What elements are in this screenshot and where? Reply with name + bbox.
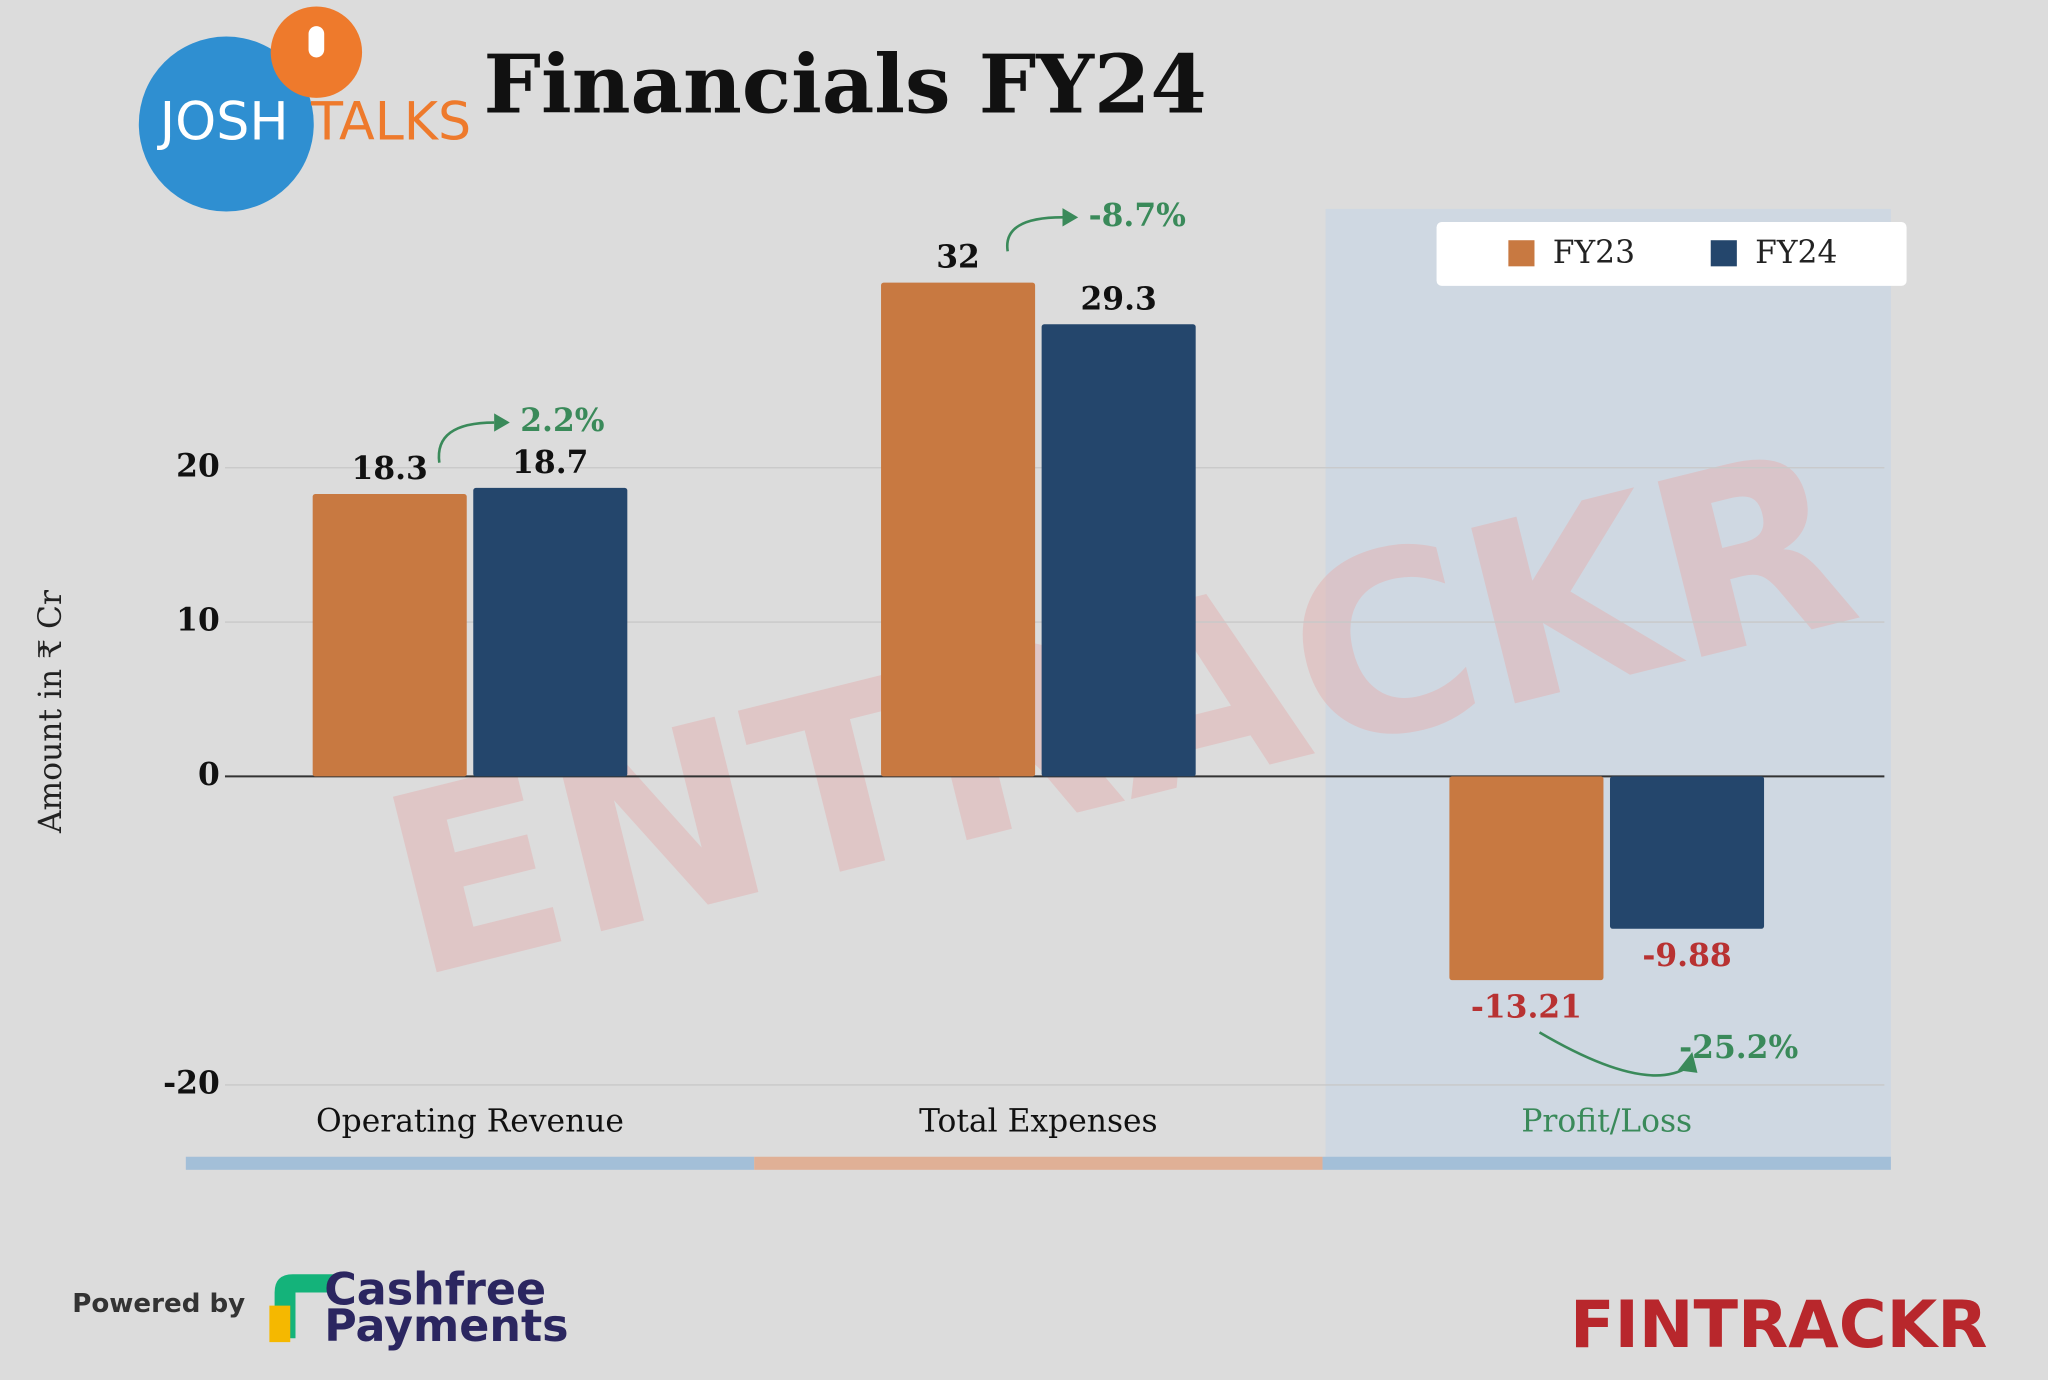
publisher-logo: FINTRACKR (1570, 1287, 1988, 1363)
category-stripe (1322, 1156, 1891, 1170)
y-tick-label: 20 (176, 448, 220, 484)
sponsor-icon (274, 1274, 340, 1339)
legend-box (1436, 221, 1907, 286)
change-annotation: -8.7% (1089, 198, 1186, 234)
y-axis-label: Amount in ₹ Cr (33, 590, 69, 834)
legend-label: FY23 (1553, 235, 1635, 271)
chart-title: Financials FY24 (483, 37, 1206, 132)
arrow-head (1677, 1051, 1698, 1073)
change-arrow (437, 421, 495, 463)
change-arrow (1538, 1031, 1688, 1077)
y-tick-label: 10 (176, 603, 220, 639)
highlight-region (1325, 208, 1891, 1169)
sponsor-text: Cashfree (324, 1265, 546, 1316)
category-stripe (754, 1156, 1323, 1170)
mic-icon (308, 26, 325, 58)
data-label: 32 (936, 240, 980, 276)
logo-text: TALKS (310, 92, 471, 152)
bar (881, 282, 1036, 777)
change-annotation: 2.2% (520, 403, 604, 439)
y-tick-label: -20 (163, 1065, 220, 1101)
change-annotation: -25.2% (1679, 1030, 1798, 1066)
x-tick-label: Profit/Loss (1521, 1103, 1692, 1139)
bar (312, 493, 467, 777)
sponsor-icon (269, 1305, 291, 1343)
arrow-head (494, 413, 510, 432)
change-arrow (1005, 216, 1063, 252)
powered-by: Powered by (72, 1289, 245, 1319)
y-tick-label: 0 (198, 757, 220, 793)
bar (473, 487, 628, 777)
legend-swatch (1710, 240, 1737, 267)
arrow-head (1062, 208, 1079, 227)
legend-label: FY24 (1755, 235, 1837, 271)
bar (1609, 776, 1765, 929)
data-label: 18.3 (352, 451, 428, 487)
legend-swatch (1508, 240, 1535, 267)
bar (1041, 324, 1196, 777)
data-label: 29.3 (1080, 281, 1156, 317)
sponsor-text: Payments (324, 1301, 568, 1352)
data-label: -13.21 (1471, 989, 1582, 1025)
logo-circle (138, 36, 314, 212)
data-label: 18.7 (512, 445, 588, 481)
x-tick-label: Total Expenses (919, 1103, 1158, 1139)
category-stripe (185, 1156, 755, 1170)
bar (1449, 776, 1604, 981)
data-label: -9.88 (1642, 938, 1731, 974)
x-tick-label: Operating Revenue (316, 1103, 624, 1139)
logo-text: JOSH (157, 92, 289, 152)
